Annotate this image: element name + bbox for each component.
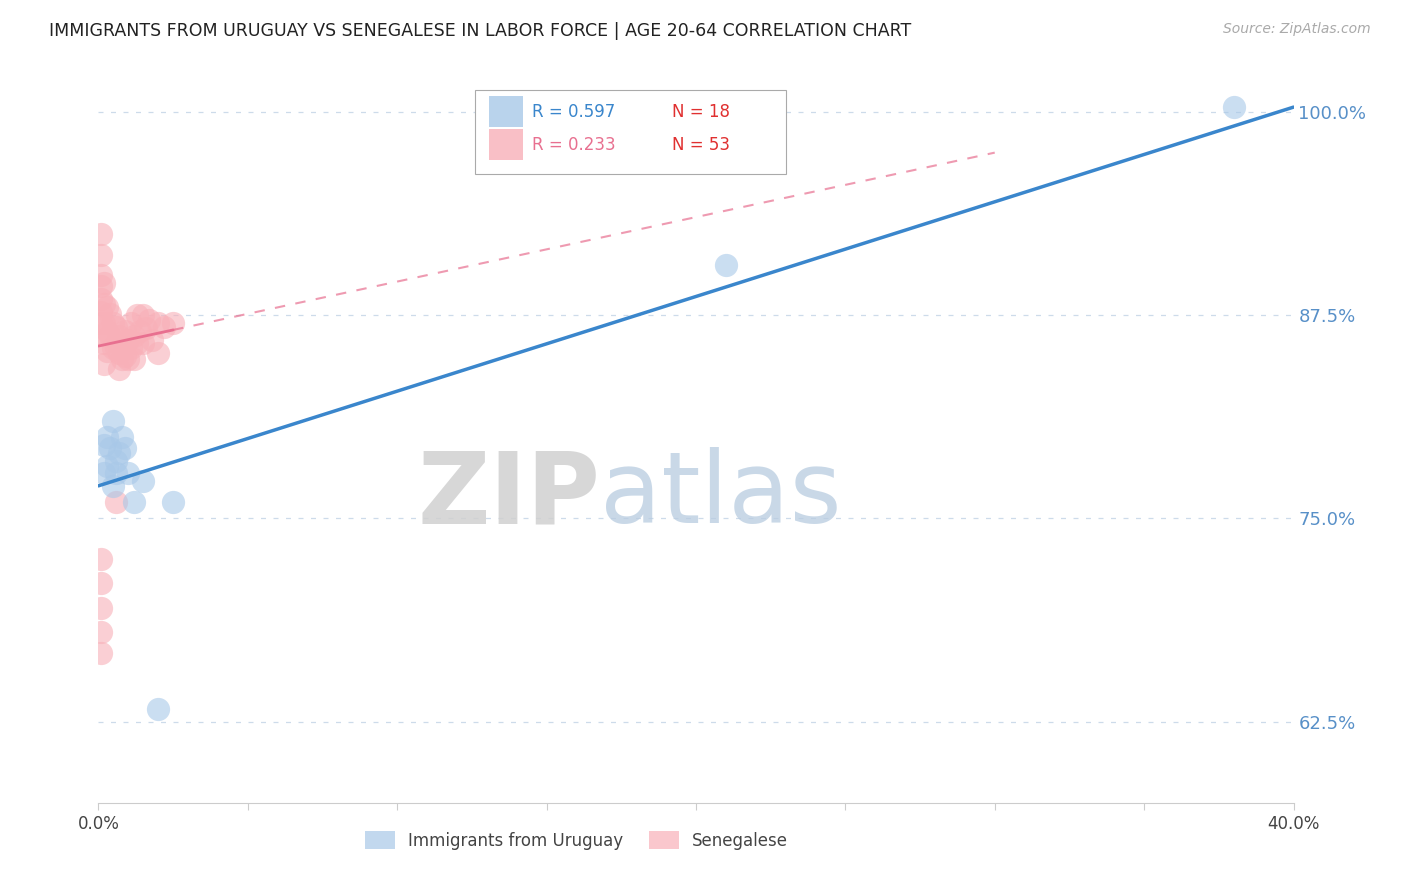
Point (714, 258, 737, 272)
Point (114, 349, 136, 363)
Point (124, 352, 146, 367)
Point (162, 495, 184, 509)
Point (90, 292, 112, 306)
Point (108, 329, 131, 343)
Point (103, 316, 125, 330)
Point (93, 276, 115, 290)
Point (96, 325, 118, 339)
Point (132, 474, 155, 488)
Point (93, 357, 115, 371)
Point (98, 329, 122, 343)
Point (105, 341, 128, 355)
Text: ZIP: ZIP (418, 447, 600, 544)
Point (93, 335, 115, 350)
Point (90, 625, 112, 640)
Point (90, 576, 112, 591)
Point (138, 313, 160, 327)
Point (124, 495, 146, 509)
Point (93, 316, 115, 330)
Point (96, 343, 118, 358)
Point (90, 646, 112, 660)
Point (98, 307, 122, 321)
Point (105, 466, 128, 480)
Point (162, 316, 184, 330)
Point (93, 466, 115, 480)
Point (111, 335, 134, 350)
Text: atlas: atlas (600, 447, 842, 544)
Point (132, 308, 155, 322)
Point (105, 495, 128, 509)
FancyBboxPatch shape (475, 90, 786, 174)
Point (153, 319, 176, 334)
Bar (489, 129, 523, 160)
Text: N = 53: N = 53 (672, 136, 730, 153)
Point (111, 352, 134, 367)
Point (1223, 100, 1246, 114)
Point (90, 305, 112, 319)
Point (105, 319, 128, 334)
Point (93, 297, 115, 311)
Point (114, 325, 136, 339)
Point (127, 308, 149, 322)
Point (120, 316, 142, 330)
Point (108, 446, 131, 460)
Point (148, 701, 170, 715)
Point (90, 552, 112, 566)
Point (103, 341, 125, 355)
Point (90, 248, 112, 262)
Point (148, 316, 170, 330)
Point (90, 227, 112, 241)
Point (105, 454, 128, 468)
Text: IMMIGRANTS FROM URUGUAY VS SENEGALESE IN LABOR FORCE | AGE 20-64 CORRELATION CHA: IMMIGRANTS FROM URUGUAY VS SENEGALESE IN… (49, 22, 911, 40)
Point (132, 335, 155, 350)
Text: Source: ZipAtlas.com: Source: ZipAtlas.com (1223, 22, 1371, 37)
Point (117, 466, 139, 480)
Point (120, 341, 142, 355)
Point (148, 345, 170, 359)
Point (103, 414, 125, 428)
Point (90, 279, 112, 293)
Point (90, 316, 112, 330)
Point (90, 600, 112, 615)
Point (90, 268, 112, 282)
Text: R = 0.233: R = 0.233 (533, 136, 616, 153)
Point (124, 329, 146, 343)
Bar (489, 96, 523, 127)
Point (135, 321, 157, 335)
Point (141, 333, 163, 347)
Point (117, 333, 139, 347)
Point (103, 479, 125, 493)
Point (98, 442, 122, 456)
Point (90, 327, 112, 342)
Point (111, 430, 134, 444)
Point (117, 352, 139, 367)
Point (127, 335, 149, 350)
Point (96, 430, 118, 444)
Point (129, 325, 152, 339)
Point (96, 300, 118, 314)
Point (108, 345, 131, 359)
Point (108, 361, 131, 376)
Legend: Immigrants from Uruguay, Senegalese: Immigrants from Uruguay, Senegalese (359, 824, 794, 856)
Point (114, 442, 136, 456)
Text: R = 0.597: R = 0.597 (533, 103, 616, 120)
Text: N = 18: N = 18 (672, 103, 730, 120)
Point (93, 438, 115, 452)
Point (96, 459, 118, 474)
